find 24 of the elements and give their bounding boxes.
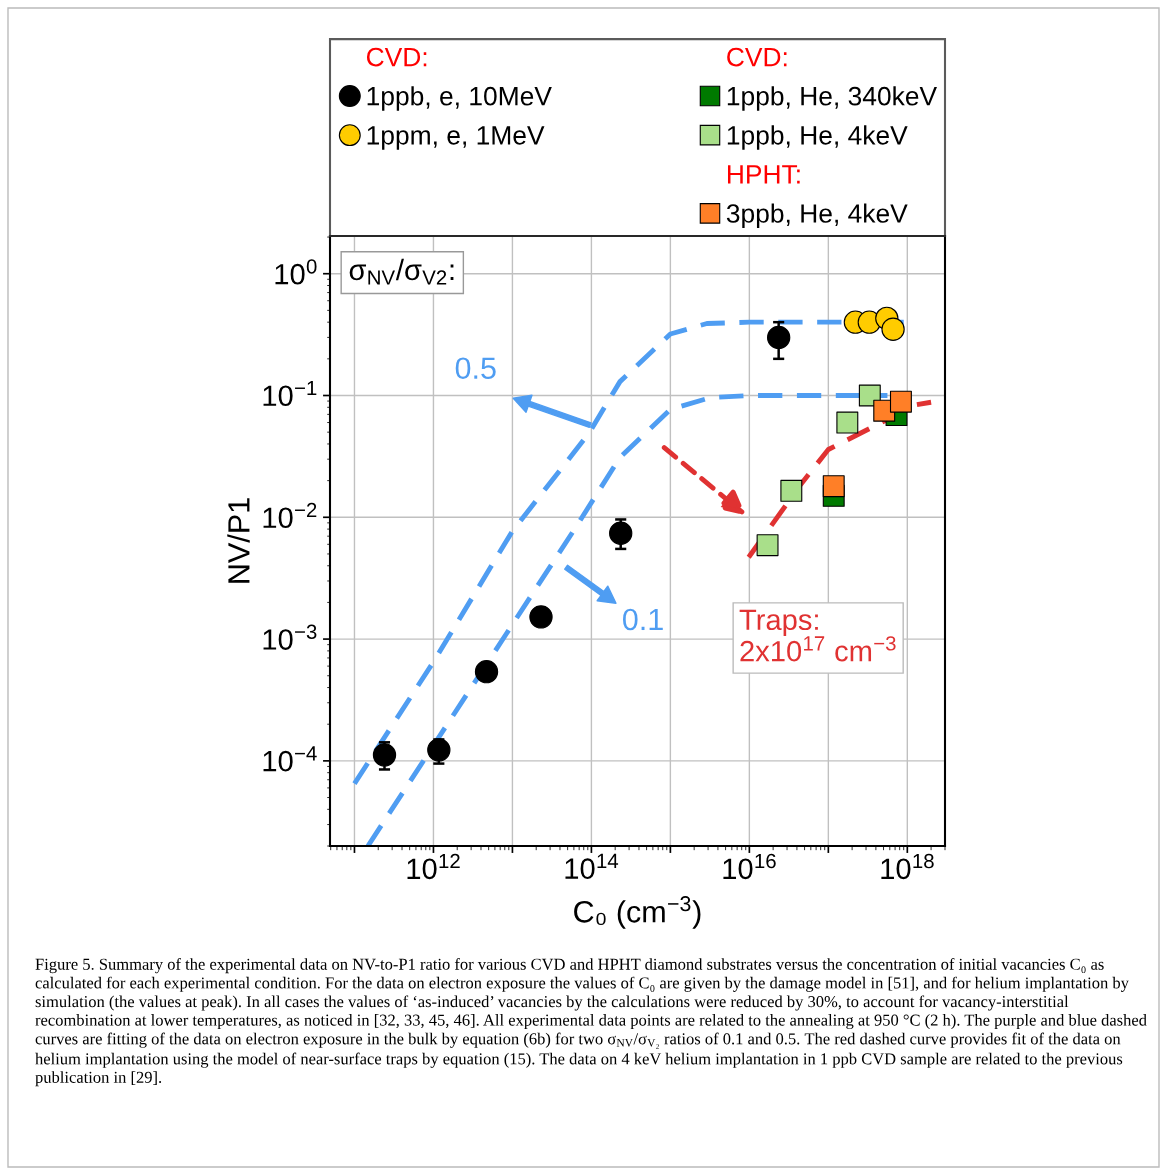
legend-label: 1ppb, He, 4keV xyxy=(727,125,908,150)
y-tick-label: 10$^{−1}$ xyxy=(263,380,317,407)
annotation: Traps: 2x10$^{17}$ cm$^{−3}$ xyxy=(739,609,896,662)
x-tick-label: 10$^{16}$ xyxy=(723,853,776,880)
y-tick-label: 10$^{−4}$ xyxy=(263,746,317,772)
y-tick-label: 10$^{−2}$ xyxy=(263,502,317,529)
annotation: σ$_{NV}$/σ$_{V2}$: xyxy=(349,258,454,285)
text: Figure 5. Summary of the experimental data on NV-to-P1 ratio for various CVD and HPHT diamond substrates versus the concentration of initial vacancies C₀ as calculated for each experimental condition. For the data on electron exposure the values of C₀ are given by the damage model in [51], and for helium implantation by simulation (the values at peak). In all cases the values of ‘as-induced’ vacancies by the calculations were reduced by 30%, to account for vacancy-interstitial recombination at lower temperatures, as noticed in [32, 33, 45, 46]. All experimental data points are related to the annealing at 950 °C (2 h). The purple and blue dashed curves are fitting of the data on electron exposure in the bulk by equation (6b) for two σ$_{NV}$/σ$_{V₂}$ ratios of 0.1 and 0.5. The red dashed curve provides fit of the data on helium implantation using the model of near-surface traps by equation (15). The data on 4 keV helium implantation in 1 ppb CVD sample are related to the previous publication in [29]. xyxy=(35,958,1147,1087)
text: CVD: xyxy=(366,47,427,67)
legend-label: 1ppb, He, 340keV xyxy=(727,86,937,111)
annotation: 0.5 xyxy=(455,357,496,380)
legend-label: 1ppb, e, 10MeV xyxy=(367,86,552,111)
x-axis-title: C₀ (cm$^{−3}$) xyxy=(574,896,701,929)
annotation: 0.1 xyxy=(622,608,663,631)
x-tick-label: 10$^{14}$ xyxy=(565,853,619,879)
legend-label: 1ppm, e, 1MeV xyxy=(367,126,545,150)
text: HPHT: xyxy=(728,165,800,184)
y-tick-label: 10$^{−3}$ xyxy=(263,624,317,650)
x-tick-label: 10$^{18}$ xyxy=(881,853,934,880)
y-axis-title: NV/P1 xyxy=(227,498,250,583)
x-tick-label: 10$^{12}$ xyxy=(407,853,460,880)
legend-label: 3ppb, He, 4keV xyxy=(726,203,908,229)
y-tick-label: 10$^{0}$ xyxy=(275,259,317,285)
text: CVD: xyxy=(727,47,787,67)
